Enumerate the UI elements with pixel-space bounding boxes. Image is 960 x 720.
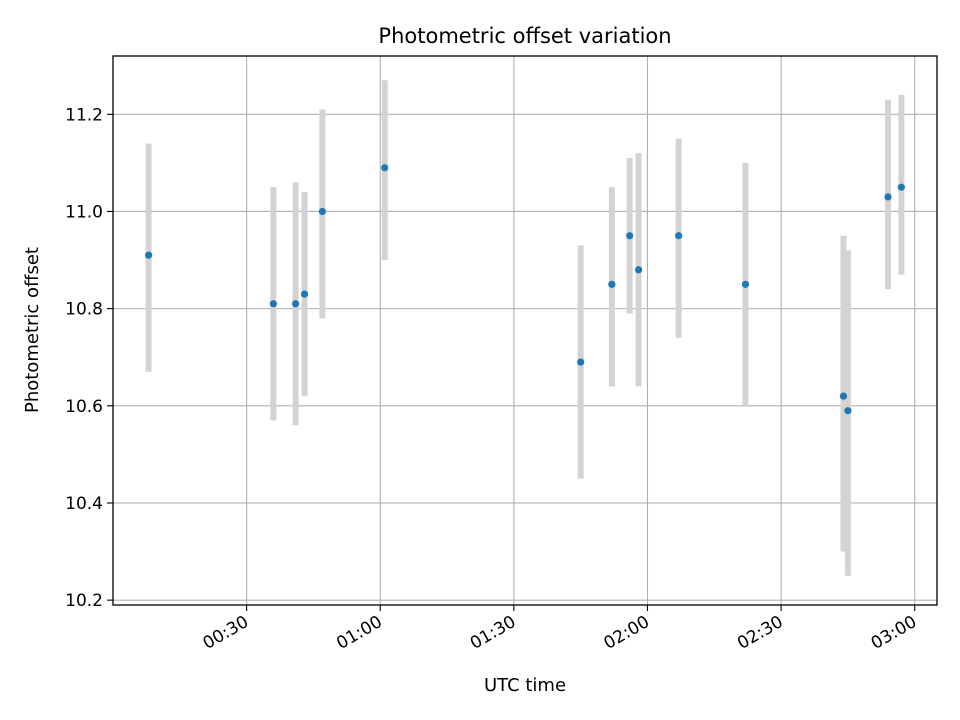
data-point [608, 280, 616, 288]
data-point [292, 300, 300, 308]
x-tick-label: 02:00 [601, 612, 653, 654]
x-tick-label: 01:00 [333, 612, 385, 654]
data-point [741, 280, 750, 288]
plot-area-frame [112, 55, 938, 606]
x-tick-label: 01:30 [467, 612, 519, 654]
data-points [145, 164, 905, 415]
x-axis-label: UTC time [484, 675, 566, 696]
chart-title: Photometric offset variation [378, 24, 671, 48]
x-tick-label: 02:30 [734, 612, 786, 654]
y-tick-label: 10.2 [65, 591, 103, 611]
data-point [318, 207, 326, 216]
data-point [675, 232, 683, 240]
data-point [884, 193, 892, 201]
y-tick-label: 11.0 [65, 202, 103, 222]
y-tick-label: 10.6 [65, 397, 103, 417]
grid [113, 56, 937, 605]
data-point [897, 183, 905, 191]
y-tick-label: 10.8 [65, 300, 103, 320]
data-point [381, 164, 389, 172]
data-point [145, 251, 153, 259]
y-tick-label: 10.4 [65, 494, 103, 514]
data-point [844, 407, 852, 415]
x-tick-label: 00:30 [200, 612, 252, 654]
error-bars [145, 80, 905, 576]
y-axis-label: Photometric offset [22, 247, 43, 413]
data-point [577, 358, 585, 366]
x-axis: 00:30 01:00 01:30 02:00 02:30 03:00 [200, 605, 920, 654]
data-point [839, 392, 848, 400]
y-tick-label: 11.2 [65, 105, 103, 125]
y-axis: 10.2 10.4 10.6 10.8 11.0 11.2 [65, 105, 113, 611]
data-point [634, 266, 643, 274]
data-point [300, 290, 309, 298]
data-point [269, 300, 277, 308]
x-tick-label: 03:00 [868, 612, 920, 654]
data-point [626, 232, 634, 240]
